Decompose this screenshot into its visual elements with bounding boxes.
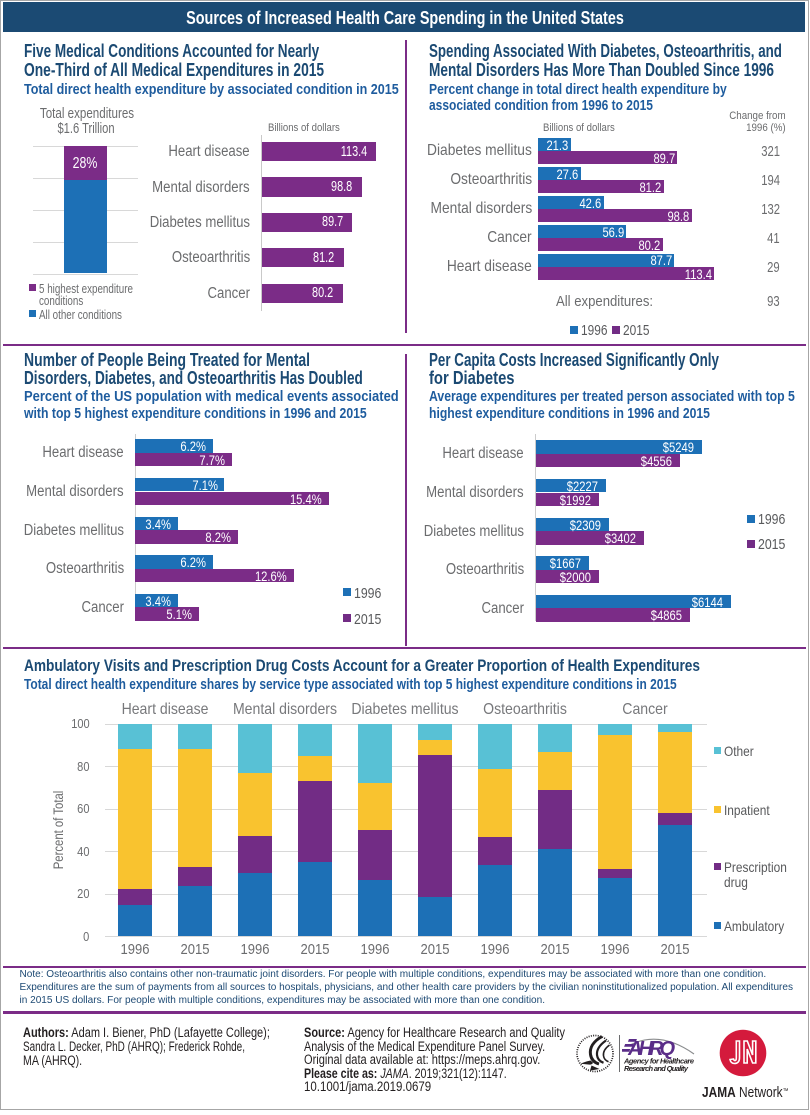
svg-text:AHRQ: AHRQ <box>627 1038 675 1060</box>
svg-text:Research and Quality: Research and Quality <box>624 1064 689 1073</box>
svg-text:Agency for Healthcare: Agency for Healthcare <box>623 1057 694 1066</box>
